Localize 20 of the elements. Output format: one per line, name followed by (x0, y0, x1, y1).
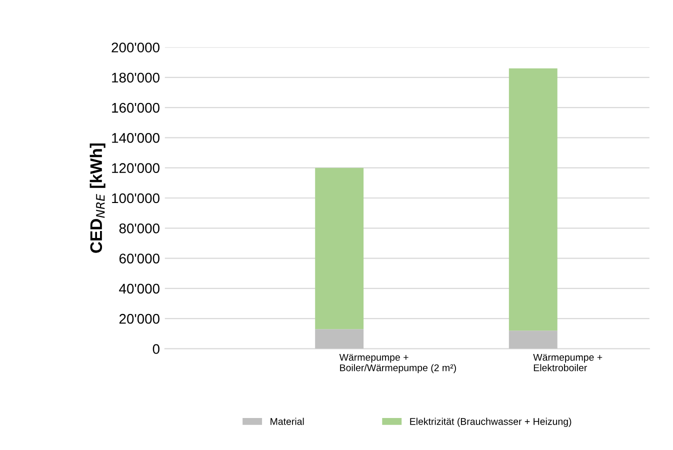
bar (508, 330, 558, 349)
y-tick-label: 120'000 (112, 163, 160, 174)
x-tick-label: Wärmepumpe + Boiler/Wärmepumpe (2 m²) (339, 354, 456, 374)
y-axis-title: CED$_{NRE}$ [kWh] (90, 144, 106, 253)
y-tick-label: 200'000 (112, 42, 160, 52)
y-tick-label: 80'000 (119, 223, 160, 234)
bar (315, 329, 364, 349)
y-tick-label: 180'000 (112, 72, 160, 83)
bar (508, 68, 558, 331)
legend-label: Elektrizität (Brauchwasser + Heizung) (410, 418, 572, 427)
y-tick-label: 40'000 (119, 284, 160, 294)
legend-label: Material (270, 418, 304, 425)
bar (315, 168, 364, 330)
y-tick-label: 60'000 (119, 254, 160, 264)
y-tick-label: 160'000 (112, 102, 160, 113)
y-tick-label: 100'000 (112, 193, 160, 204)
y-tick-label: 0 (152, 344, 160, 354)
y-tick-label: 20'000 (119, 314, 160, 324)
x-tick-label: Wärmepumpe + Elektroboiler (533, 354, 602, 372)
y-tick-label: 140'000 (112, 133, 160, 143)
